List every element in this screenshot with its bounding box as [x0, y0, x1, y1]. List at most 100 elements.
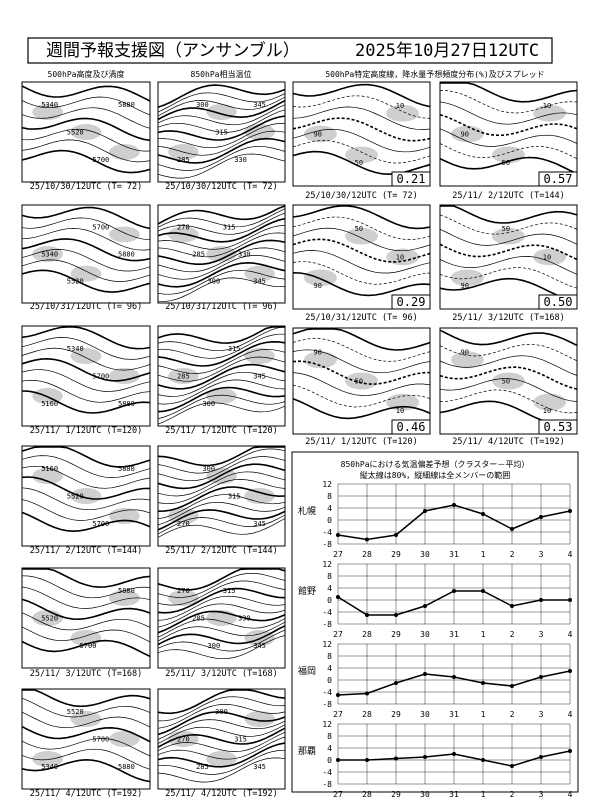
station-label: 館野 — [298, 585, 316, 597]
column-title: 500hPa高度及び渦度 — [48, 69, 125, 79]
x-tick-label: 31 — [449, 550, 459, 559]
temp-panel-note: 縦太線は80%，縦細線は全メンバーの範囲 — [360, 470, 510, 480]
contour — [292, 261, 431, 285]
shaded-area — [206, 388, 237, 404]
shaded-area — [244, 711, 275, 727]
point — [336, 533, 340, 537]
contour — [21, 748, 151, 770]
contour — [439, 156, 578, 175]
x-tick-label: 2 — [510, 790, 515, 799]
contour-label: 330 — [238, 250, 251, 258]
contour — [157, 232, 286, 258]
contour-label: 5340 — [41, 250, 58, 258]
y-tick-label: 12 — [322, 720, 332, 729]
y-tick-label: -8 — [322, 620, 332, 629]
contour-label: 315 — [228, 493, 241, 501]
contour — [157, 509, 286, 531]
contour — [157, 84, 286, 109]
y-tick-label: 12 — [322, 480, 332, 489]
x-tick-label: 3 — [539, 630, 544, 639]
contour-label: 10 — [543, 254, 551, 262]
contour-label: 285 — [192, 615, 205, 623]
contour — [157, 261, 286, 288]
contour — [439, 256, 578, 275]
contour — [439, 355, 578, 376]
point — [423, 755, 427, 759]
contour — [292, 372, 431, 396]
shaded-area — [70, 124, 102, 140]
contour — [157, 115, 286, 141]
point — [394, 681, 398, 685]
point — [394, 613, 398, 617]
map-caption: 25/11/ 2/12UTC (T=144) — [30, 546, 143, 556]
shaded-area — [492, 227, 525, 245]
contour — [439, 90, 578, 114]
contour — [157, 247, 286, 273]
shaded-area — [492, 372, 525, 390]
contour — [21, 598, 151, 621]
contour — [157, 704, 286, 729]
shaded-area — [533, 393, 567, 411]
point — [423, 509, 427, 513]
contour-label: 10 — [396, 254, 404, 262]
contour-label: 90 — [314, 131, 322, 139]
contour — [21, 96, 151, 116]
point — [568, 598, 572, 602]
contour-label: 300 — [215, 708, 228, 716]
contour — [157, 595, 286, 621]
shaded-area — [386, 104, 420, 122]
x-tick-label: 28 — [362, 630, 372, 639]
contour-label: 10 — [396, 102, 404, 110]
contour-label: 315 — [215, 129, 228, 137]
contour — [157, 239, 286, 265]
contour-label: 50 — [355, 378, 363, 386]
contour — [21, 337, 151, 360]
contour — [21, 228, 151, 251]
shaded-area — [32, 246, 63, 262]
contour — [157, 736, 286, 760]
contour — [157, 518, 286, 538]
contour — [21, 476, 151, 500]
spread-box — [391, 171, 431, 187]
contour-label: 50 — [355, 225, 363, 233]
contour — [157, 572, 286, 598]
contour-label: 5160 — [41, 465, 58, 473]
x-tick-label: 28 — [362, 790, 372, 799]
contour — [157, 92, 286, 113]
contour-label: 10 — [543, 407, 551, 415]
contour — [157, 371, 286, 397]
contour-label: 90 — [461, 282, 469, 290]
contour — [292, 83, 431, 108]
contour-label: 5340 — [67, 345, 84, 353]
contour — [157, 568, 286, 591]
y-tick-label: 4 — [327, 584, 332, 593]
contour — [21, 446, 151, 468]
contour — [157, 479, 286, 504]
point — [510, 684, 514, 688]
map-caption: 25/11/ 3/12UTC (T=168) — [165, 669, 278, 679]
contour — [157, 269, 286, 295]
contour — [157, 208, 286, 228]
contour — [157, 446, 285, 467]
shaded-area — [32, 104, 63, 120]
contour-label: 5700 — [80, 642, 97, 650]
contour — [440, 205, 578, 224]
contour — [439, 277, 578, 302]
map-caption: 25/11/ 3/12UTC (T=168) — [452, 313, 565, 323]
map-caption: 25/11/ 4/12UTC (T=192) — [165, 789, 278, 799]
spread-value: 0.29 — [397, 295, 426, 309]
x-tick-label: 31 — [449, 710, 459, 719]
contour-label: 5700 — [92, 520, 109, 528]
contour — [157, 109, 286, 133]
contour — [439, 143, 578, 160]
contour — [157, 618, 286, 638]
shaded-area — [32, 468, 63, 484]
contour — [157, 625, 286, 646]
contour — [292, 272, 431, 297]
shaded-area — [345, 372, 378, 390]
contour — [439, 228, 578, 246]
contour-label: 5520 — [67, 277, 84, 285]
contour-label: 5520 — [67, 493, 84, 501]
contour — [157, 123, 285, 149]
